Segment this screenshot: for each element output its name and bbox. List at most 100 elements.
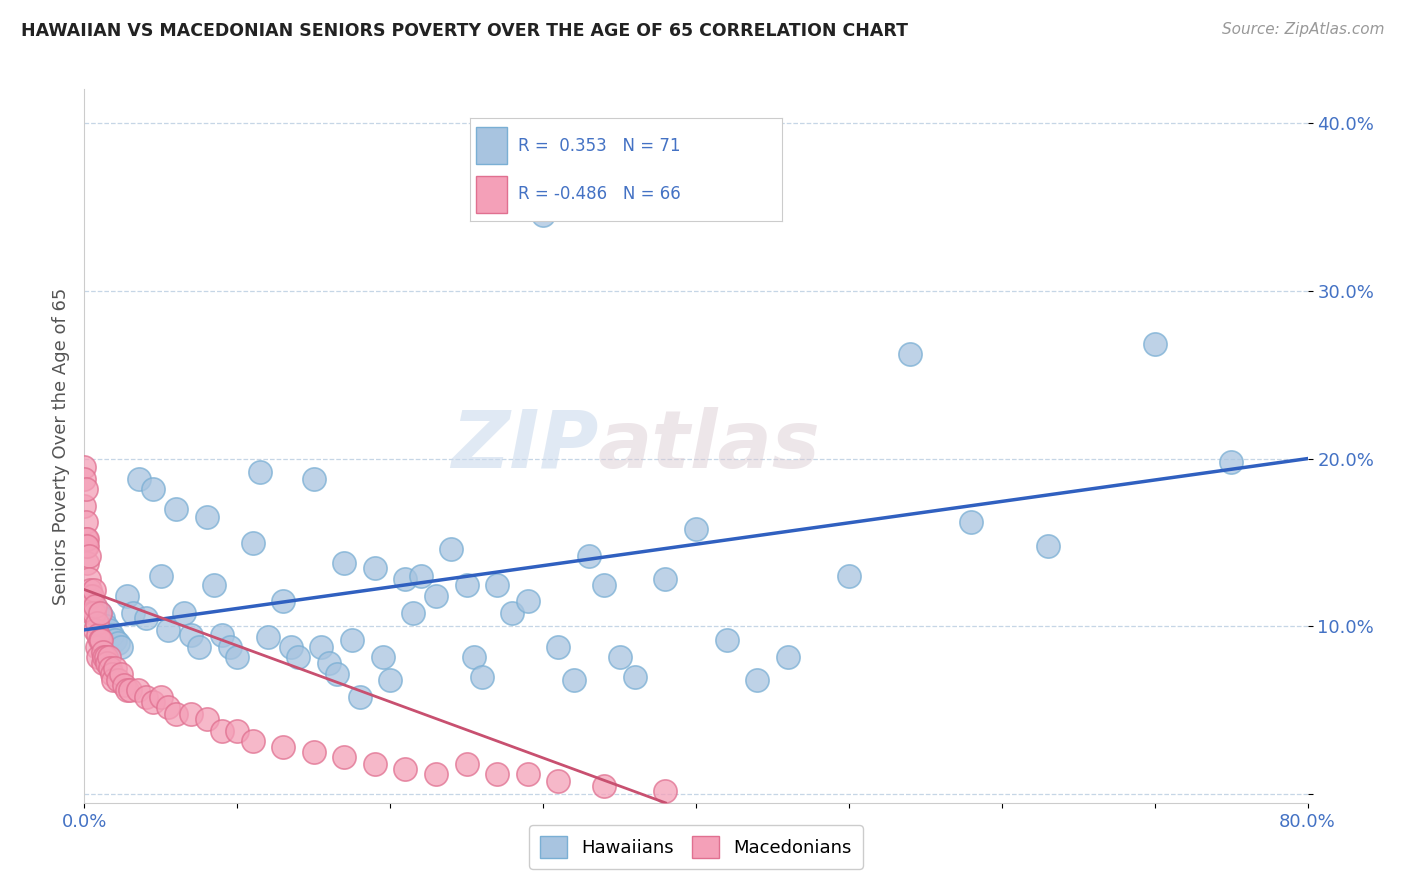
- Point: [593, 577, 616, 591]
- Point: [531, 208, 554, 222]
- Point: [157, 700, 180, 714]
- Point: [776, 649, 799, 664]
- Point: [226, 723, 249, 738]
- Point: [87, 628, 110, 642]
- Point: [104, 661, 127, 675]
- Point: [211, 628, 233, 642]
- Point: [624, 670, 647, 684]
- Point: [547, 640, 569, 654]
- Point: [104, 632, 127, 647]
- Point: [107, 673, 129, 688]
- Point: [333, 750, 356, 764]
- Point: [340, 632, 363, 647]
- Point: [93, 649, 115, 664]
- Point: [593, 779, 616, 793]
- Point: [135, 611, 157, 625]
- Point: [97, 623, 120, 637]
- Point: [425, 589, 447, 603]
- Point: [562, 673, 585, 688]
- Point: [394, 573, 416, 587]
- Point: [112, 678, 135, 692]
- Point: [73, 460, 96, 475]
- Point: [380, 673, 402, 688]
- Point: [76, 539, 98, 553]
- Point: [157, 623, 180, 637]
- Point: [94, 649, 117, 664]
- Point: [91, 657, 114, 671]
- Point: [211, 723, 233, 738]
- Point: [325, 666, 347, 681]
- Point: [333, 556, 356, 570]
- Point: [609, 649, 631, 664]
- Point: [149, 690, 172, 704]
- Point: [456, 757, 478, 772]
- Point: [685, 522, 707, 536]
- Point: [180, 706, 202, 721]
- Point: [115, 589, 138, 603]
- Point: [94, 619, 117, 633]
- Point: [79, 582, 101, 597]
- Text: ZIP: ZIP: [451, 407, 598, 485]
- Point: [402, 606, 425, 620]
- Point: [91, 645, 114, 659]
- Point: [463, 649, 485, 664]
- Point: [302, 746, 325, 760]
- Point: [75, 532, 97, 546]
- Point: [101, 628, 124, 642]
- Point: [425, 767, 447, 781]
- Text: Source: ZipAtlas.com: Source: ZipAtlas.com: [1222, 22, 1385, 37]
- Point: [101, 666, 124, 681]
- Point: [516, 767, 538, 781]
- Point: [142, 482, 165, 496]
- Point: [188, 640, 211, 654]
- Point: [83, 606, 105, 620]
- Point: [349, 690, 371, 704]
- Point: [1036, 539, 1059, 553]
- Point: [1220, 455, 1243, 469]
- Point: [120, 683, 142, 698]
- Point: [226, 649, 249, 664]
- Point: [165, 706, 187, 721]
- Text: atlas: atlas: [598, 407, 821, 485]
- Point: [960, 516, 983, 530]
- Point: [77, 589, 100, 603]
- Text: HAWAIIAN VS MACEDONIAN SENIORS POVERTY OVER THE AGE OF 65 CORRELATION CHART: HAWAIIAN VS MACEDONIAN SENIORS POVERTY O…: [21, 22, 908, 40]
- Point: [80, 594, 103, 608]
- Point: [456, 577, 478, 591]
- Point: [547, 774, 569, 789]
- Point: [502, 606, 524, 620]
- Point: [76, 556, 98, 570]
- Point: [98, 661, 121, 675]
- Point: [440, 542, 463, 557]
- Point: [242, 535, 264, 549]
- Point: [75, 539, 97, 553]
- Y-axis label: Seniors Poverty Over the Age of 65: Seniors Poverty Over the Age of 65: [52, 287, 70, 605]
- Point: [271, 594, 294, 608]
- Point: [173, 606, 195, 620]
- Point: [84, 623, 107, 637]
- Point: [77, 573, 100, 587]
- Point: [110, 640, 132, 654]
- Point: [302, 472, 325, 486]
- Point: [287, 649, 309, 664]
- Point: [202, 577, 225, 591]
- Point: [257, 630, 280, 644]
- Point: [87, 649, 110, 664]
- Point: [122, 606, 145, 620]
- Point: [195, 712, 218, 726]
- Point: [149, 569, 172, 583]
- Point: [86, 603, 108, 617]
- Point: [80, 606, 103, 620]
- Point: [128, 472, 150, 486]
- Point: [371, 649, 394, 664]
- Point: [135, 690, 157, 704]
- Point: [89, 632, 111, 647]
- Point: [80, 589, 103, 603]
- Point: [75, 482, 97, 496]
- Point: [318, 657, 340, 671]
- Point: [195, 510, 218, 524]
- Point: [486, 767, 509, 781]
- Point: [409, 569, 432, 583]
- Point: [280, 640, 302, 654]
- Point: [83, 582, 105, 597]
